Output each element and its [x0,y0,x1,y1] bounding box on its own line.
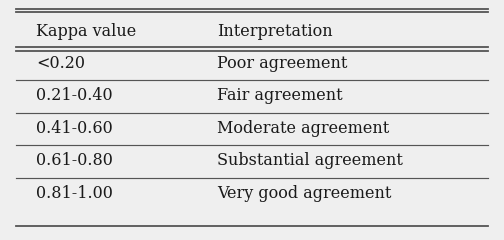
Text: 0.41-0.60: 0.41-0.60 [36,120,113,137]
Text: Interpretation: Interpretation [217,23,333,40]
Text: 0.21-0.40: 0.21-0.40 [36,87,113,104]
Text: Moderate agreement: Moderate agreement [217,120,389,137]
Text: <0.20: <0.20 [36,55,86,72]
Text: Substantial agreement: Substantial agreement [217,152,403,169]
Text: Fair agreement: Fair agreement [217,87,343,104]
Text: 0.81-1.00: 0.81-1.00 [36,185,113,202]
Text: 0.61-0.80: 0.61-0.80 [36,152,113,169]
Text: Poor agreement: Poor agreement [217,55,347,72]
Text: Kappa value: Kappa value [36,23,137,40]
Text: Very good agreement: Very good agreement [217,185,391,202]
